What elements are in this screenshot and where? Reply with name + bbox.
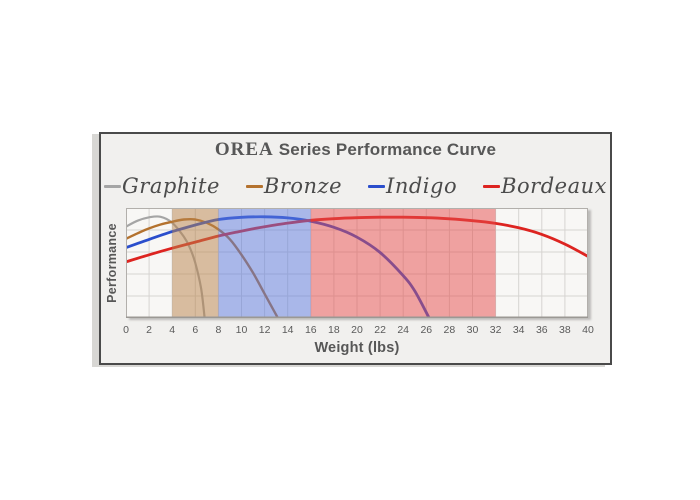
- x-axis-ticks: 0 2 4 6 8 10 12 14 16 18 20 22 24 26 28 30 32 34 36 38 40: [123, 324, 594, 338]
- legend-label-bronze: Bronze: [263, 174, 343, 198]
- x-tick-10: 10: [235, 324, 248, 336]
- legend-label-indigo: Indigo: [386, 174, 458, 198]
- legend-item-bordeaux: Bordeaux: [483, 174, 607, 198]
- x-tick-8: 8: [215, 324, 222, 336]
- x-tick-20: 20: [351, 324, 363, 336]
- legend-item-bronze: Bronze: [245, 174, 343, 198]
- x-tick-28: 28: [443, 324, 456, 336]
- legend-label-bordeaux: Bordeaux: [501, 174, 607, 198]
- performance-curve-svg: [126, 208, 588, 318]
- chart-panel: OREA Series Performance Curve Graphite Br…: [99, 132, 612, 365]
- x-tick-0: 0: [123, 324, 129, 336]
- legend-dash-icon-indigo: [368, 184, 386, 188]
- x-tick-14: 14: [281, 324, 294, 336]
- chart-title-rest: Series Performance Curve: [273, 140, 497, 159]
- x-tick-22: 22: [374, 324, 386, 336]
- x-axis-label: Weight (lbs): [314, 340, 400, 356]
- band-bordeaux-range: [310, 208, 496, 318]
- chart-title: OREA Series Performance Curve: [101, 139, 610, 161]
- plot-area: [126, 208, 588, 318]
- legend-dash-icon-graphite: [104, 184, 121, 188]
- x-tick-40: 40: [582, 324, 594, 336]
- x-tick-30: 30: [466, 324, 479, 336]
- x-tick-6: 6: [192, 324, 199, 336]
- x-tick-34: 34: [512, 324, 525, 336]
- x-tick-32: 32: [489, 324, 502, 336]
- x-tick-24: 24: [397, 324, 410, 336]
- x-tick-38: 38: [559, 324, 571, 336]
- legend-label-graphite: Graphite: [122, 174, 220, 198]
- chart-title-brand: OREA: [214, 139, 274, 160]
- x-tick-16: 16: [304, 324, 317, 336]
- legend-item-graphite: Graphite: [104, 174, 220, 198]
- x-tick-4: 4: [169, 324, 176, 336]
- x-tick-26: 26: [420, 324, 433, 336]
- x-tick-2: 2: [146, 324, 153, 336]
- legend-item-indigo: Indigo: [368, 174, 457, 198]
- x-tick-18: 18: [328, 324, 340, 336]
- x-tick-36: 36: [535, 324, 548, 336]
- legend: Graphite Bronze Indigo Bordeaux: [101, 170, 610, 202]
- chart-panel-inner: OREA Series Performance Curve Graphite Br…: [101, 134, 610, 363]
- y-axis-label: Performance: [105, 223, 119, 303]
- band-bronze-range: [172, 208, 219, 318]
- x-tick-12: 12: [258, 324, 271, 336]
- legend-dash-icon-bordeaux: [483, 184, 501, 188]
- legend-dash-icon-bronze: [245, 184, 263, 188]
- band-indigo-range: [218, 208, 311, 318]
